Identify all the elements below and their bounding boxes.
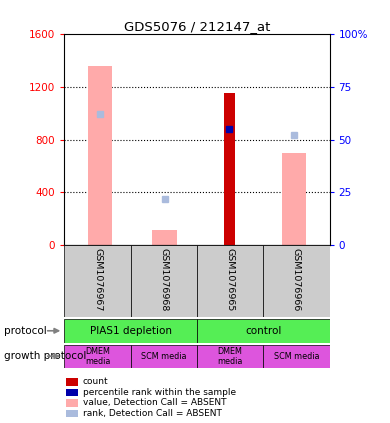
Bar [66, 409, 78, 417]
Bar [263, 245, 330, 317]
Bar [282, 154, 306, 245]
Text: count: count [83, 377, 108, 386]
Text: SCM media: SCM media [141, 352, 186, 361]
Text: GSM1076967: GSM1076967 [93, 248, 102, 312]
Bar [64, 345, 131, 368]
Text: DMEM
media: DMEM media [85, 347, 110, 366]
Text: GSM1076965: GSM1076965 [225, 248, 235, 312]
Text: GSM1076968: GSM1076968 [159, 248, 168, 312]
Bar [197, 345, 263, 368]
Bar [131, 245, 197, 317]
Bar [66, 388, 78, 396]
Text: control: control [245, 326, 282, 336]
Bar [88, 66, 112, 245]
Bar [131, 345, 197, 368]
Text: protocol: protocol [4, 326, 47, 336]
Bar [64, 319, 197, 343]
Text: DMEM
media: DMEM media [217, 347, 243, 366]
Text: GSM1076966: GSM1076966 [292, 248, 301, 312]
Text: rank, Detection Call = ABSENT: rank, Detection Call = ABSENT [83, 409, 222, 418]
Bar [224, 93, 235, 245]
Text: growth protocol: growth protocol [4, 351, 86, 361]
Bar [197, 319, 330, 343]
Bar [66, 378, 78, 386]
Bar [152, 230, 177, 245]
Bar [197, 245, 263, 317]
Text: percentile rank within the sample: percentile rank within the sample [83, 388, 236, 397]
Text: value, Detection Call = ABSENT: value, Detection Call = ABSENT [83, 398, 227, 407]
Bar [263, 345, 330, 368]
Bar [66, 399, 78, 407]
Text: PIAS1 depletion: PIAS1 depletion [90, 326, 172, 336]
Title: GDS5076 / 212147_at: GDS5076 / 212147_at [124, 20, 270, 33]
Bar [64, 245, 131, 317]
Text: SCM media: SCM media [274, 352, 319, 361]
